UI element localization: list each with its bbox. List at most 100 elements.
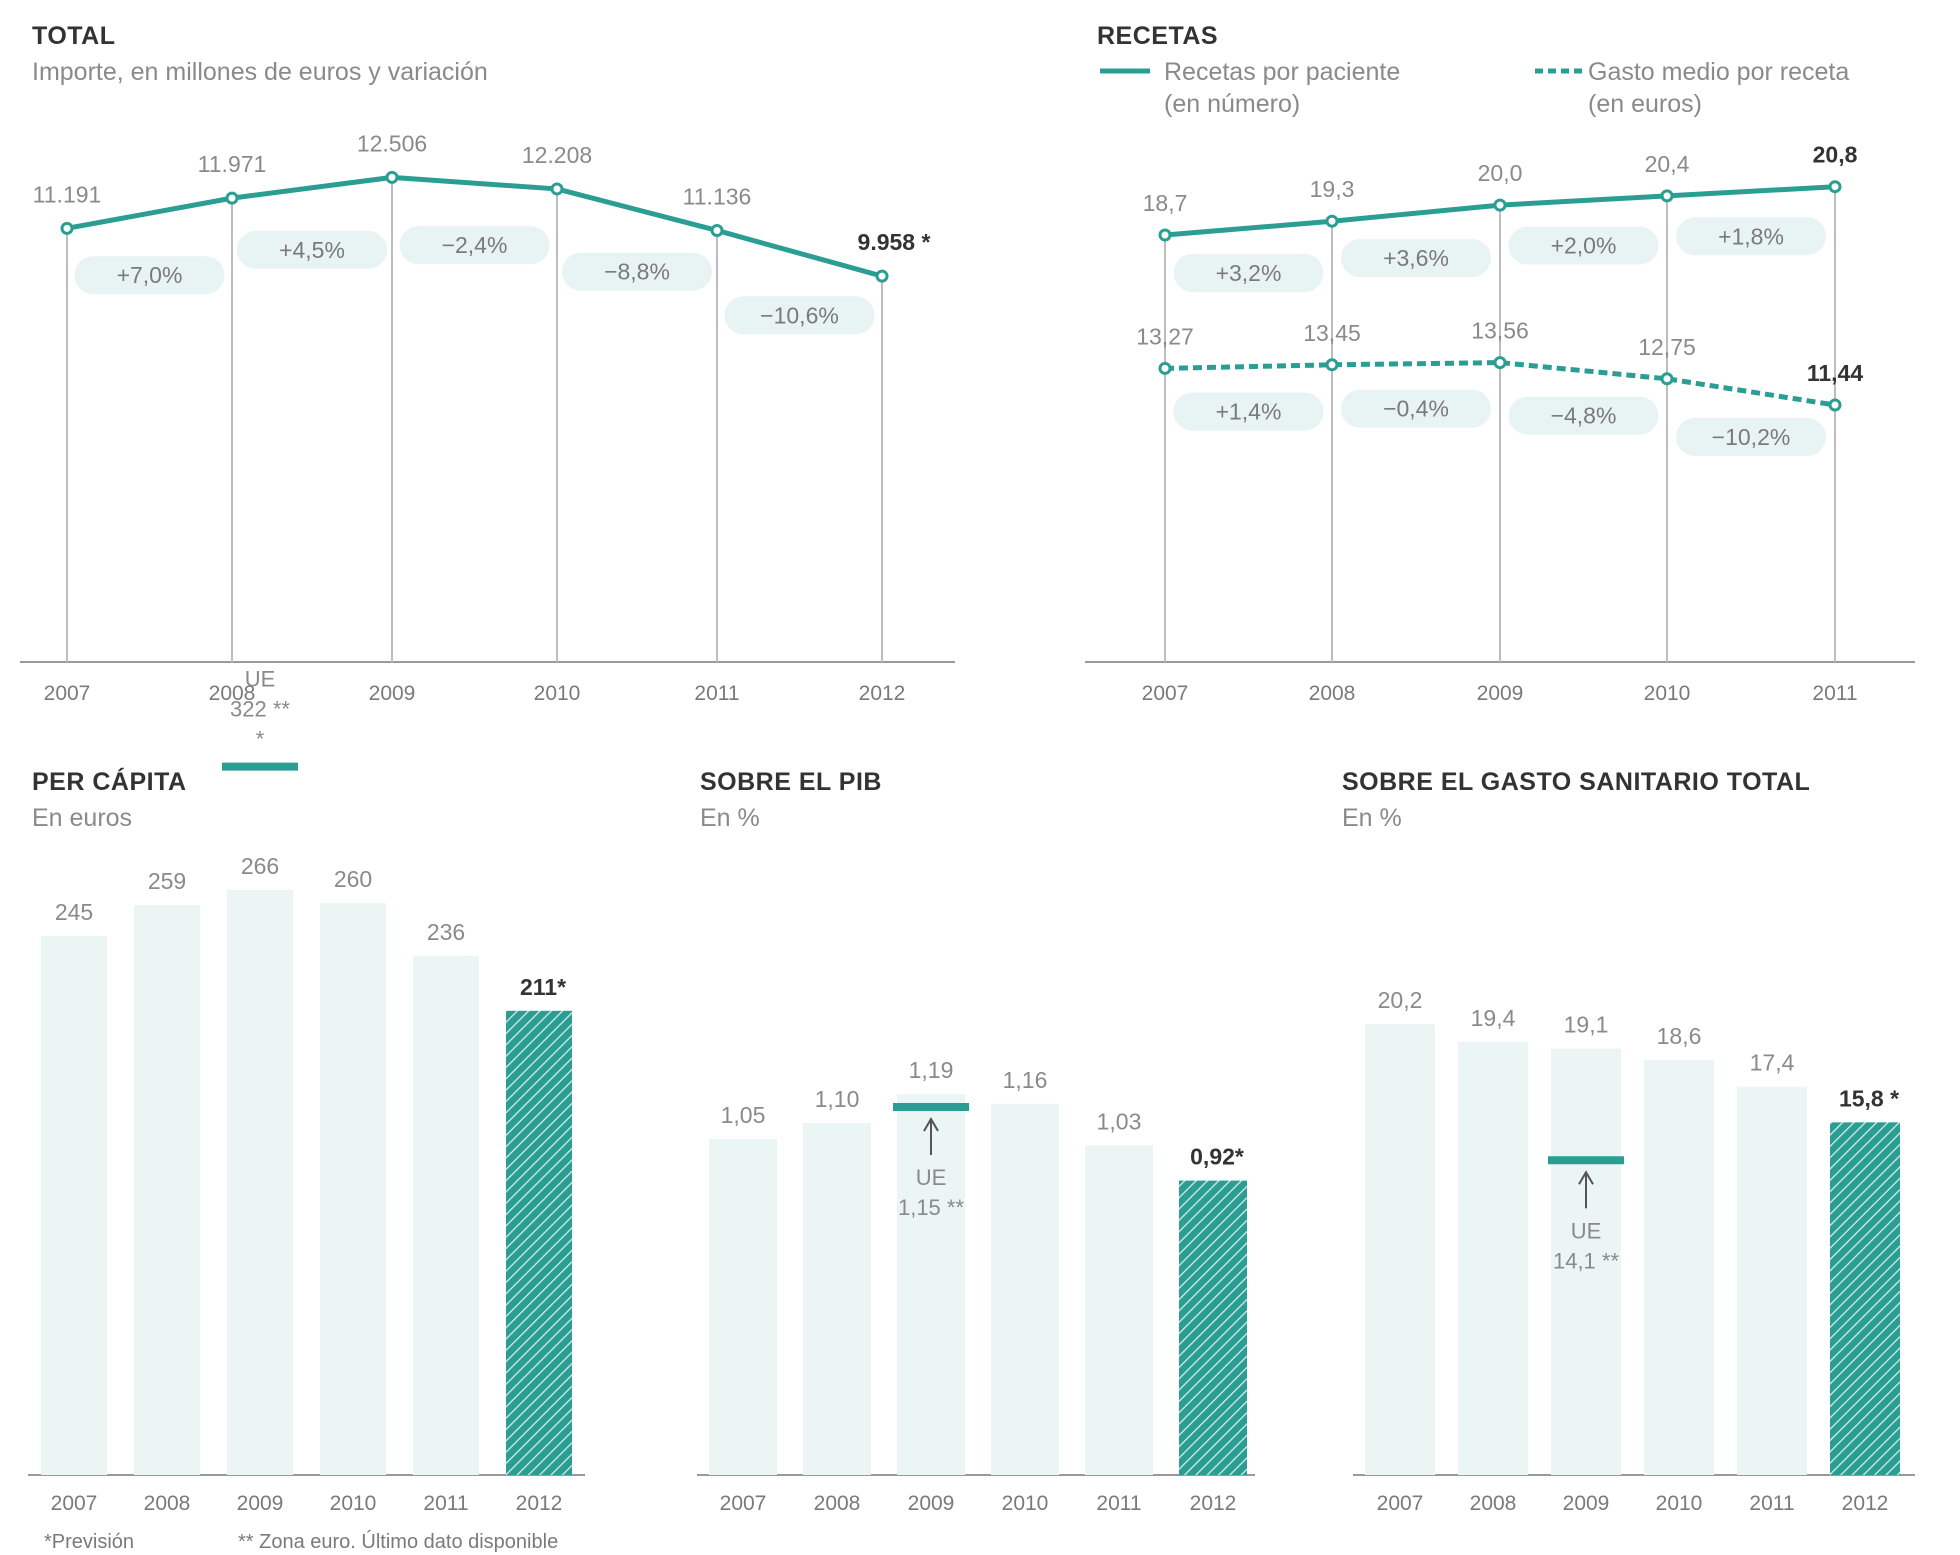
footnote-forecast: *Previsión <box>44 1531 134 1553</box>
percapita-bar <box>134 905 200 1475</box>
recetas-dashed-point <box>1828 398 1842 412</box>
gasto-bar <box>1737 1086 1807 1475</box>
percapita-eu-reference-label: 322 ** <box>230 697 290 722</box>
pib-value-label: 1,03 <box>1097 1108 1142 1134</box>
recetas-title: RECETAS <box>1097 22 1218 50</box>
total-change-label-bg <box>724 296 875 335</box>
pib-bar <box>897 1094 965 1475</box>
total-point <box>710 223 724 237</box>
gasto-bar <box>1365 1024 1435 1475</box>
gasto-value-label: 19,1 <box>1564 1012 1609 1038</box>
percapita-bar <box>506 1010 572 1475</box>
recetas-dashed-change-label: −0,4% <box>1383 396 1449 422</box>
total-x-tick: 2007 <box>44 682 91 705</box>
total-change-label: −2,4% <box>442 232 508 258</box>
footnote-eurozone: ** Zona euro. Último dato disponible <box>238 1530 558 1553</box>
recetas-line-chart: 2007 2008 2009 2010 2011 18,7 19,3 20,0 20,4 20,8… <box>1085 142 1915 705</box>
recetas-solid-change-label-bg <box>1341 239 1491 278</box>
percapita-bar <box>227 889 293 1475</box>
recetas-solid-value-label: 19,3 <box>1310 176 1355 202</box>
total-value-label: 11.971 <box>198 151 267 177</box>
percapita-title: PER CÁPITA <box>32 767 187 796</box>
recetas-dashed-change-label: −4,8% <box>1551 403 1617 429</box>
recetas-dashed-value-label: 13,45 <box>1303 320 1361 346</box>
total-x-tick: 2008 <box>209 682 256 705</box>
pib-bar <box>803 1123 871 1475</box>
gasto-x-tick: 2010 <box>1656 1492 1703 1515</box>
total-point <box>225 191 239 205</box>
total-change-label: −8,8% <box>604 259 670 285</box>
pib-x-tick: 2007 <box>720 1492 767 1515</box>
gasto-eu-reference-label: UE <box>1571 1218 1602 1243</box>
pib-value-label: 1,10 <box>815 1086 860 1112</box>
percapita-value-label: 259 <box>148 868 186 894</box>
percapita-x-tick: 2011 <box>423 1492 468 1515</box>
percapita-value-label: 236 <box>427 919 465 945</box>
gasto-x-tick: 2012 <box>1842 1492 1889 1515</box>
percapita-value-label: 211* <box>520 974 566 1000</box>
recetas-solid-value-label: 20,0 <box>1478 160 1523 186</box>
percapita-x-tick: 2009 <box>237 1492 284 1515</box>
gasto-value-label: 17,4 <box>1750 1050 1795 1076</box>
recetas-dashed-change-label-bg <box>1341 389 1491 428</box>
pib-x-tick: 2010 <box>1002 1492 1049 1515</box>
gasto-x-tick: 2008 <box>1470 1492 1517 1515</box>
gasto-title: SOBRE EL GASTO SANITARIO TOTAL <box>1342 768 1810 796</box>
pib-value-label: 0,92* <box>1190 1144 1244 1170</box>
total-title: TOTAL <box>32 22 116 50</box>
gasto-bar <box>1458 1041 1528 1475</box>
percapita-eu-reference-label: UE <box>245 667 276 692</box>
legend-dashed-label: Gasto medio por receta <box>1588 58 1849 86</box>
recetas-solid-point <box>1493 198 1507 212</box>
recetas-solid-change-label: +3,2% <box>1216 260 1282 286</box>
percapita-x-tick: 2010 <box>330 1492 377 1515</box>
recetas-dashed-point <box>1493 356 1507 370</box>
gasto-bar <box>1551 1048 1621 1475</box>
recetas-dashed-change-label: −10,2% <box>1712 424 1791 450</box>
recetas-x-tick: 2007 <box>1142 682 1189 705</box>
pib-value-label: 1,19 <box>909 1057 954 1083</box>
recetas-solid-value-label: 18,7 <box>1143 190 1188 216</box>
pib-bar <box>709 1139 777 1475</box>
percapita-x-tick: 2008 <box>144 1492 191 1515</box>
recetas-solid-point <box>1325 214 1339 228</box>
total-change-label-bg <box>562 252 712 291</box>
total-value-label: 9.958 * <box>858 229 931 255</box>
recetas-x-tick: 2009 <box>1477 682 1524 705</box>
recetas-solid-change-label-bg <box>1676 217 1826 256</box>
pib-value-label: 1,16 <box>1003 1067 1048 1093</box>
total-change-label-bg <box>237 230 387 269</box>
recetas-dashed-point <box>1660 372 1674 386</box>
percapita-bar <box>41 936 107 1475</box>
recetas-dashed-point <box>1325 358 1339 372</box>
percapita-eu-reference-label: * <box>256 727 265 752</box>
recetas-x-tick: 2011 <box>1812 682 1857 705</box>
gasto-bar <box>1644 1059 1714 1475</box>
recetas-dashed-change-label-bg <box>1508 396 1659 435</box>
legend-solid-label: Recetas por paciente <box>1164 58 1400 86</box>
pib-eu-reference-label: 1,15 ** <box>898 1195 964 1220</box>
total-change-label: −10,6% <box>760 302 839 328</box>
pib-eu-reference-label: UE <box>916 1165 947 1190</box>
total-point <box>385 170 399 184</box>
total-x-tick: 2012 <box>859 682 906 705</box>
total-point <box>550 182 564 196</box>
legend-solid-unit: (en número) <box>1164 90 1300 118</box>
recetas-solid-point <box>1158 228 1172 242</box>
total-value-label: 11.191 <box>33 181 102 207</box>
gasto-bar-chart: 20,2 2007 19,4 2008 19,1 2009 18,6 2010 17,4 2011… <box>1353 987 1915 1515</box>
total-subtitle: Importe, en millones de euros y variació… <box>32 58 488 86</box>
gasto-x-tick: 2009 <box>1563 1492 1610 1515</box>
recetas-solid-point <box>1660 189 1674 203</box>
total-change-label-bg <box>399 226 550 265</box>
total-change-label: +4,5% <box>279 237 345 263</box>
pib-bar <box>1179 1180 1247 1475</box>
recetas-dashed-value-label: 13,27 <box>1136 323 1194 349</box>
percapita-bar-chart: 245 2007 259 2008 266 2009 260 2010 236 2011 211* 2… <box>28 667 585 1515</box>
recetas-solid-change-label: +2,0% <box>1551 233 1617 259</box>
pib-value-label: 1,05 <box>721 1102 766 1128</box>
gasto-subtitle: En % <box>1342 804 1402 832</box>
gasto-value-label: 18,6 <box>1657 1023 1702 1049</box>
gasto-x-tick: 2007 <box>1377 1492 1424 1515</box>
gasto-bar <box>1830 1122 1900 1475</box>
